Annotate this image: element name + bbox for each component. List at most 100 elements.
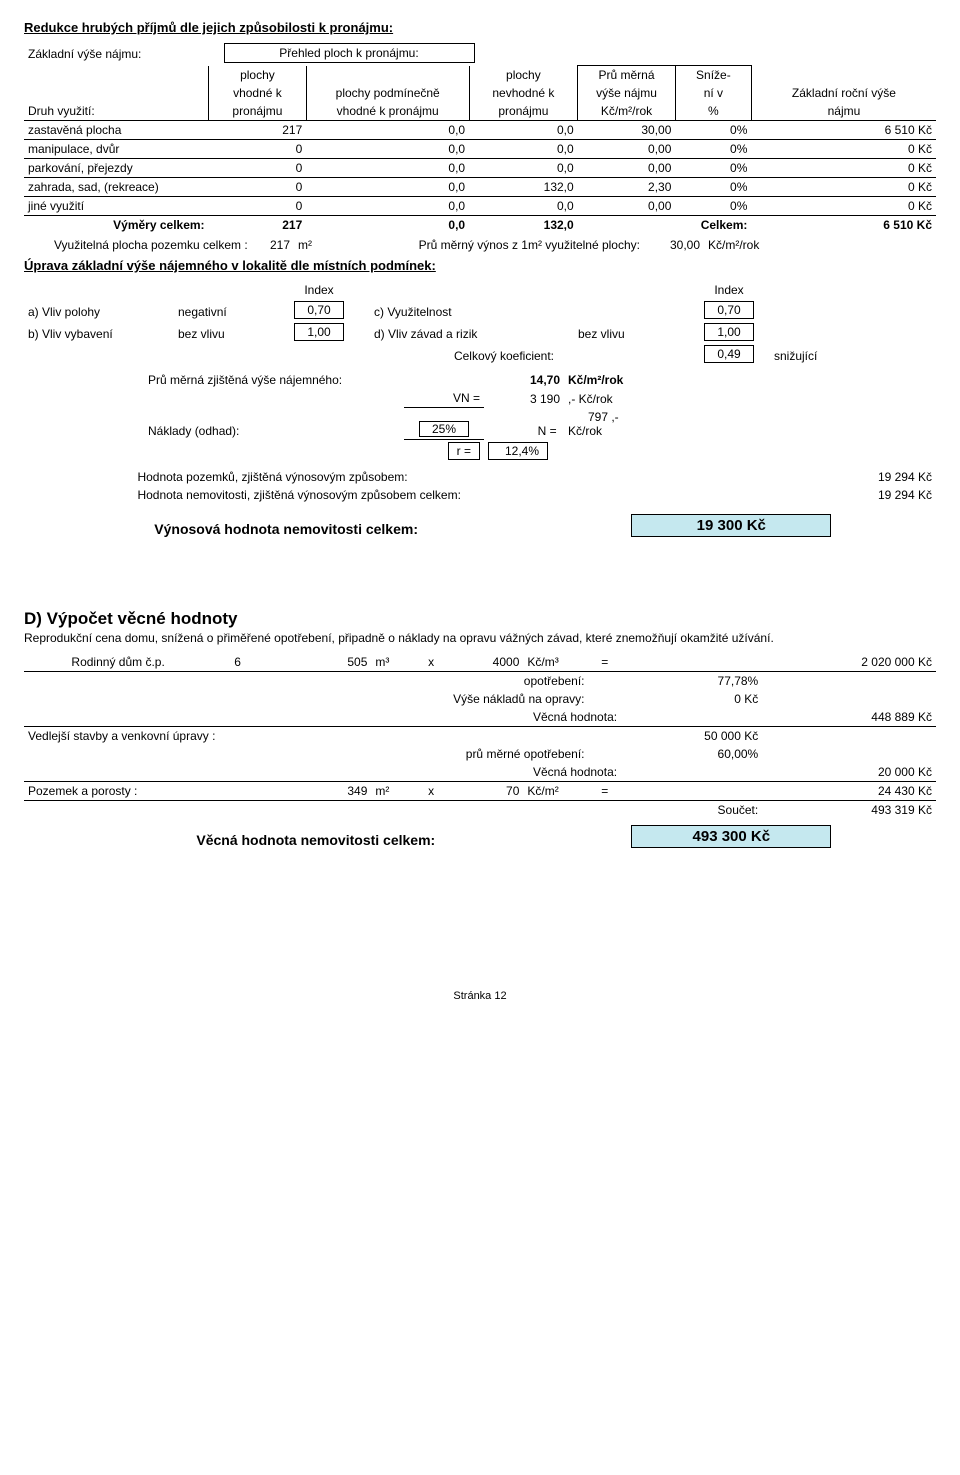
table-row: jiné využití00,00,00,000%0 Kč bbox=[24, 197, 936, 216]
vecna-table: Rodinný dům č.p. 6 505 m³ x 4000 Kč/m³ =… bbox=[24, 653, 936, 819]
id-text: bez vlivu bbox=[574, 321, 694, 343]
vecna1-val: 448 889 Kč bbox=[762, 708, 936, 727]
table-row: zahrada, sad, (rekreace)00,0132,02,300%0… bbox=[24, 178, 936, 197]
hdr-c4c: Kč/m²/rok bbox=[578, 102, 676, 121]
prum-opot-val: 60,00% bbox=[621, 745, 762, 763]
overview-header-row: Základní výše nájmu: Přehled ploch k pro… bbox=[24, 43, 936, 63]
opot-label: opotřebení: bbox=[447, 672, 588, 691]
rd-price: 4000 bbox=[447, 653, 523, 672]
vn-val: 3 190 bbox=[484, 389, 564, 408]
soucet-label: Součet: bbox=[589, 801, 763, 820]
usable-area-unit: m² bbox=[294, 236, 324, 254]
hdr-c3b: nevhodné k bbox=[469, 84, 578, 102]
totals-c6: 6 510 Kč bbox=[751, 216, 936, 235]
totals-c3: 132,0 bbox=[469, 216, 578, 235]
overview-left: Základní výše nájmu: bbox=[24, 44, 224, 63]
pozemek-eq: = bbox=[589, 782, 622, 801]
ia-val: 0,70 bbox=[294, 301, 344, 319]
main-table: plochy plochy Prů měrná Sníže- vhodné k … bbox=[24, 65, 936, 234]
ic-val: 0,70 bbox=[704, 301, 754, 319]
totals-c1: 217 bbox=[209, 216, 307, 235]
pozemek-area: 349 bbox=[285, 782, 372, 801]
results-block: Hodnota pozemků, zjištěná výnosovým způs… bbox=[24, 468, 936, 504]
page-footer: Stránka 12 bbox=[24, 990, 936, 1002]
ib-val: 1,00 bbox=[294, 323, 344, 341]
ia-text: negativní bbox=[174, 299, 284, 321]
section1-title: Redukce hrubých příjmů dle jejich způsob… bbox=[24, 20, 936, 35]
naklady-label: Náklady (odhad): bbox=[144, 408, 404, 440]
result1-label: Hodnota pozemků, zjištěná výnosovým způs… bbox=[133, 468, 717, 486]
rent-calc2: r = 12,4% bbox=[24, 440, 936, 462]
vecna-celkem-val: 493 300 Kč bbox=[631, 825, 831, 848]
hdr-c4a: Prů měrná bbox=[578, 66, 676, 85]
rd-price-unit: Kč/m³ bbox=[523, 653, 588, 672]
pozemek-label: Pozemek a porosty : bbox=[24, 782, 285, 801]
repairs-label: Výše nákladů na opravy: bbox=[415, 690, 589, 708]
hdr-c1a: plochy bbox=[209, 66, 307, 85]
ia-label: a) Vliv polohy bbox=[24, 299, 174, 321]
index-table: Index Index a) Vliv polohy negativní 0,7… bbox=[24, 281, 936, 365]
hdr-c3c: pronájmu bbox=[469, 102, 578, 121]
r-label: r = bbox=[457, 444, 471, 458]
index-label-2: Index bbox=[694, 281, 764, 299]
usable-area-label: Využitelná plocha pozemku celkem : bbox=[24, 236, 254, 254]
naklady-pct: 25% bbox=[419, 421, 469, 437]
n-label: N = bbox=[538, 424, 557, 438]
ic-label: c) Využitelnost bbox=[354, 299, 574, 321]
usable-area-row: Využitelná plocha pozemku celkem : 217 m… bbox=[24, 236, 936, 254]
opot-val: 77,78% bbox=[621, 672, 762, 691]
hdr-c5b: ní v bbox=[675, 84, 751, 102]
vecna2-label: Věcná hodnota: bbox=[523, 763, 621, 782]
vecna-celkem-row: Věcná hodnota nemovitosti celkem: 493 30… bbox=[24, 823, 936, 850]
usable-area-val: 217 bbox=[254, 236, 294, 254]
prum-opot-label: prů měrné opotřebení: bbox=[415, 745, 589, 763]
totals-c2: 0,0 bbox=[306, 216, 469, 235]
avg-yield-label: Prů měrný výnos z 1m² využitelné plochy: bbox=[324, 236, 644, 254]
rd-label: Rodinný dům č.p. bbox=[67, 653, 230, 672]
vecna2-val: 20 000 Kč bbox=[762, 763, 936, 782]
id-val: 1,00 bbox=[704, 323, 754, 341]
coef-val: 0,49 bbox=[704, 345, 754, 363]
ib-text: bez vlivu bbox=[174, 321, 284, 343]
vedlejsi-label: Vedlejší stavby a venkovní úpravy : bbox=[24, 727, 371, 746]
result2-val: 19 294 Kč bbox=[717, 486, 936, 504]
vedlejsi-val: 50 000 Kč bbox=[621, 727, 762, 746]
hdr-c5a: Sníže- bbox=[675, 66, 751, 85]
id-label: d) Vliv závad a rizik bbox=[354, 321, 574, 343]
rd-eq: = bbox=[589, 653, 622, 672]
totals-label: Výměry celkem: bbox=[24, 216, 209, 235]
sectionD-desc: Reprodukční cena domu, snížená o přiměře… bbox=[24, 631, 936, 645]
pozemek-total: 24 430 Kč bbox=[762, 782, 936, 801]
hdr-c1b: vhodné k bbox=[209, 84, 307, 102]
repairs-val: 0 Kč bbox=[621, 690, 762, 708]
result3-val: 19 300 Kč bbox=[631, 514, 831, 537]
index-label-1: Index bbox=[284, 281, 354, 299]
pozemek-price-unit: Kč/m² bbox=[523, 782, 588, 801]
hdr-c6a: Základní roční výše bbox=[751, 84, 936, 102]
avg-yield-unit: Kč/m²/rok bbox=[704, 236, 936, 254]
totals-celkem-label: Celkem: bbox=[578, 216, 752, 235]
table-row: manipulace, dvůr00,00,00,000%0 Kč bbox=[24, 140, 936, 159]
section2-title: Úprava základní výše nájemného v lokalit… bbox=[24, 258, 936, 273]
hdr-c1c: pronájmu bbox=[209, 102, 307, 121]
avg-yield-val: 30,00 bbox=[644, 236, 704, 254]
avg-rent-val: 14,70 bbox=[484, 371, 564, 389]
rd-total: 2 020 000 Kč bbox=[762, 653, 936, 672]
avg-rent-unit: Kč/m²/rok bbox=[564, 371, 644, 389]
pozemek-price: 70 bbox=[447, 782, 523, 801]
result3-row: Výnosová hodnota nemovitosti celkem: 19 … bbox=[24, 512, 936, 539]
avg-rent-label: Prů měrná zjištěná výše nájemného: bbox=[144, 371, 404, 389]
hdr-c2b: vhodné k pronájmu bbox=[306, 102, 469, 121]
hdr-c4b: výše nájmu bbox=[578, 84, 676, 102]
rent-calc: Prů měrná zjištěná výše nájemného: 14,70… bbox=[24, 371, 936, 440]
result2-label: Hodnota nemovitosti, zjištěná výnosovým … bbox=[133, 486, 717, 504]
hdr-c0: Druh využití: bbox=[24, 102, 209, 121]
vecna-celkem-label: Věcná hodnota nemovitosti celkem: bbox=[192, 823, 627, 850]
result1-val: 19 294 Kč bbox=[717, 468, 936, 486]
vecna1-label: Věcná hodnota: bbox=[523, 708, 621, 727]
rd-x: x bbox=[415, 653, 448, 672]
hdr-c3a: plochy bbox=[469, 66, 578, 85]
ib-label: b) Vliv vybavení bbox=[24, 321, 174, 343]
pozemek-x: x bbox=[415, 782, 448, 801]
rd-vol-unit: m³ bbox=[371, 653, 414, 672]
